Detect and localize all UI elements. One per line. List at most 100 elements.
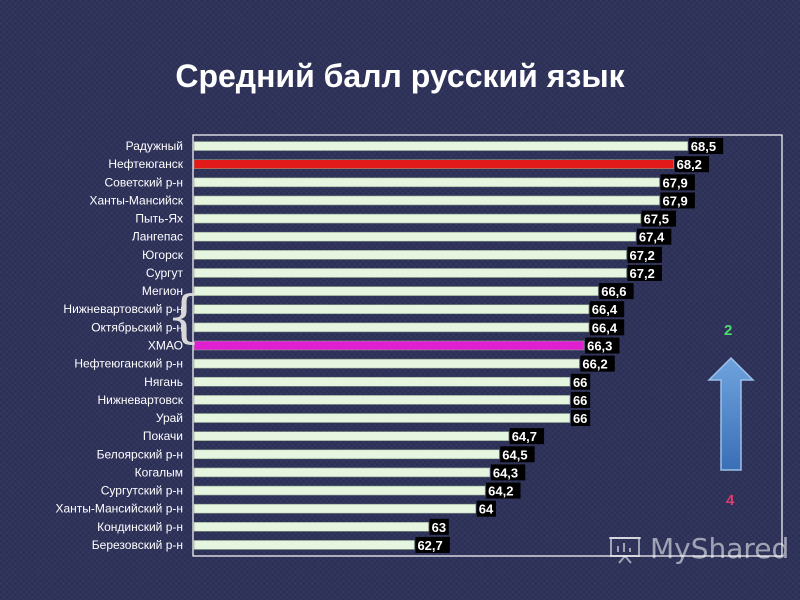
value-label: 66,2: [582, 357, 607, 372]
bar-7: [193, 250, 627, 260]
value-label: 66,4: [592, 320, 618, 335]
bar-18: [193, 449, 500, 460]
value-label: 66: [573, 393, 587, 408]
value-label-bg: [570, 391, 591, 408]
value-label: 66,3: [587, 339, 612, 354]
bottom-rank-number: 4: [726, 492, 735, 509]
bar-2: [193, 159, 674, 169]
presentation-board-icon: [609, 536, 641, 564]
category-label: Сургутский р-н: [101, 484, 183, 498]
bar-21: [193, 503, 477, 514]
value-label-bg: [415, 536, 450, 553]
value-label-bg: [660, 192, 695, 209]
bar-1: [193, 141, 689, 151]
value-label: 64,7: [512, 429, 537, 444]
value-label-bg: [660, 174, 695, 191]
category-label: Березовский р-н: [92, 538, 183, 552]
category-label: Радужный: [126, 139, 183, 153]
value-label: 63: [432, 520, 446, 535]
category-label: Урай: [156, 411, 183, 425]
value-label: 67,5: [644, 212, 669, 227]
category-label: Югорск: [142, 248, 184, 262]
bar-8: [193, 268, 627, 278]
category-label: Советский р-н: [104, 175, 183, 189]
value-label: 64: [479, 502, 494, 517]
category-label: Покачи: [143, 429, 183, 443]
bar-22: [193, 522, 429, 532]
bar-12: [193, 340, 585, 351]
category-label: Нефтеюганский р-н: [74, 357, 183, 371]
value-label: 62,7: [417, 538, 442, 553]
category-label: Нижневартовский р-н: [63, 302, 183, 316]
value-label-bg: [688, 138, 724, 155]
value-label-bg: [580, 355, 615, 372]
value-label-bg: [589, 301, 625, 318]
value-label: 64,5: [502, 447, 527, 462]
watermark-text: MyShared: [650, 532, 790, 565]
bar-13: [193, 358, 580, 369]
bar-17: [193, 431, 510, 441]
value-label: 67,2: [630, 248, 655, 263]
bar-14: [193, 376, 571, 387]
value-label-bg: [500, 446, 535, 463]
bar-4: [193, 195, 660, 206]
category-label: Ханты-Мансийск: [89, 193, 183, 207]
bar-11: [193, 322, 590, 333]
bar-19: [193, 467, 491, 478]
value-label-bg: [570, 410, 591, 427]
value-label-bg: [599, 283, 634, 300]
category-label: Когалым: [135, 465, 183, 479]
category-label: Лангепас: [132, 230, 183, 244]
value-label-bg: [636, 228, 672, 245]
top-rank-number: 2: [724, 322, 733, 339]
category-label: Нягань: [144, 375, 183, 389]
value-label-bg: [429, 518, 449, 535]
value-label: 67,9: [662, 193, 687, 208]
bar-6: [193, 231, 637, 242]
category-label: Пыть-Ях: [135, 212, 183, 226]
value-label: 66: [573, 375, 587, 390]
category-label: Мегион: [142, 284, 183, 298]
value-label: 64,2: [488, 484, 513, 499]
value-label: 67,9: [662, 175, 687, 190]
bar-20: [193, 485, 486, 496]
value-label-bg: [585, 337, 620, 354]
bar-23: [193, 540, 415, 550]
value-label: 64,3: [493, 465, 518, 480]
category-label: ХМАО: [148, 339, 183, 353]
value-label: 68,5: [691, 139, 716, 154]
value-label-bg: [476, 500, 496, 517]
value-label: 66: [573, 411, 587, 426]
bar-3: [193, 177, 660, 188]
value-label-bg: [589, 319, 625, 336]
value-label-bg: [627, 246, 662, 263]
brace-decoration: {: [166, 285, 202, 350]
category-label: Белоярский р-н: [97, 447, 183, 461]
value-label-bg: [486, 482, 521, 499]
category-label: Ханты-Мансийский р-н: [55, 502, 183, 516]
value-label: 67,2: [630, 266, 655, 281]
value-label-bg: [674, 156, 710, 173]
slide-title: Средний балл русский язык: [175, 58, 625, 94]
bar-9: [193, 286, 599, 296]
category-label: Кондинский р-н: [97, 520, 183, 534]
value-label: 66,4: [592, 302, 618, 317]
up-arrow-icon: [707, 356, 755, 471]
bar-16: [193, 413, 571, 423]
value-label: 66,6: [601, 284, 626, 299]
value-label-bg: [627, 264, 662, 281]
value-label-bg: [641, 210, 677, 227]
category-label: Сургут: [146, 266, 184, 280]
watermark: MyShared: [608, 532, 789, 565]
bar-10: [193, 304, 590, 315]
bar-5: [193, 213, 641, 224]
value-label: 68,2: [677, 157, 702, 172]
plot-frame: [192, 134, 783, 557]
category-label: Нефтеюганск: [108, 157, 183, 171]
value-label-bg: [490, 464, 526, 481]
value-label-bg: [509, 428, 545, 445]
bar-15: [193, 395, 571, 405]
value-label-bg: [570, 373, 591, 390]
category-label: Нижневартовск: [97, 393, 183, 407]
